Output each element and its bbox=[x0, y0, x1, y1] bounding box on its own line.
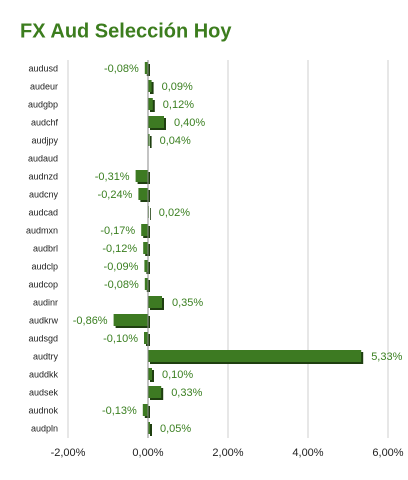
value-label: 0,12% bbox=[163, 99, 194, 111]
bar bbox=[144, 278, 148, 290]
y-tick-label: audtry bbox=[33, 351, 59, 361]
x-tick-label: 2,00% bbox=[212, 447, 243, 459]
bar-shadow bbox=[150, 82, 154, 94]
value-label: -0,13% bbox=[102, 405, 137, 417]
value-label: -0,31% bbox=[95, 171, 130, 183]
bar bbox=[148, 386, 162, 398]
bar bbox=[144, 62, 148, 74]
y-tick-label: audcad bbox=[28, 207, 58, 217]
x-tick-label: -2,00% bbox=[51, 447, 86, 459]
x-tick-label: 0,00% bbox=[132, 447, 163, 459]
bar bbox=[142, 404, 148, 416]
value-label: 0,33% bbox=[171, 387, 202, 399]
bar bbox=[138, 188, 148, 200]
bar-shadow bbox=[150, 424, 152, 436]
y-tick-label: audpln bbox=[31, 423, 58, 433]
bar bbox=[113, 314, 148, 326]
y-tick-label: audcny bbox=[29, 189, 59, 199]
value-label: 0,05% bbox=[160, 423, 191, 435]
y-tick-label: audkrw bbox=[29, 315, 59, 325]
y-tick-label: audinr bbox=[33, 297, 58, 307]
y-tick-label: audsek bbox=[29, 387, 59, 397]
bar bbox=[148, 296, 162, 308]
bar bbox=[148, 80, 152, 92]
y-tick-label: auddkk bbox=[29, 369, 59, 379]
x-tick-label: 6,00% bbox=[372, 447, 403, 459]
y-tick-label: audcop bbox=[28, 279, 58, 289]
x-tick-label: 4,00% bbox=[292, 447, 323, 459]
value-label: -0,09% bbox=[104, 261, 139, 273]
value-label: -0,08% bbox=[104, 63, 139, 75]
value-label: -0,86% bbox=[73, 315, 108, 327]
value-label: 0,09% bbox=[162, 81, 193, 93]
value-label: 0,35% bbox=[172, 297, 203, 309]
y-tick-label: audgbp bbox=[28, 99, 58, 109]
value-label: -0,24% bbox=[98, 189, 133, 201]
y-tick-label: audnok bbox=[28, 405, 58, 415]
bar-shadow bbox=[150, 208, 151, 220]
y-tick-label: audmxn bbox=[26, 225, 58, 235]
y-tick-label: audjpy bbox=[31, 135, 58, 145]
y-tick-label: audbrl bbox=[33, 243, 58, 253]
bar bbox=[148, 134, 150, 146]
value-label: 5,33% bbox=[371, 351, 402, 363]
bar-shadow bbox=[150, 136, 152, 148]
bar bbox=[144, 260, 148, 272]
y-tick-label: audsgd bbox=[28, 333, 58, 343]
y-tick-label: audusd bbox=[28, 63, 58, 73]
value-label: 0,02% bbox=[159, 207, 190, 219]
value-label: 0,40% bbox=[174, 117, 205, 129]
y-tick-label: audeur bbox=[30, 81, 58, 91]
value-label: 0,04% bbox=[160, 135, 191, 147]
y-tick-label: audnzd bbox=[28, 171, 58, 181]
y-tick-label: audchf bbox=[31, 117, 59, 127]
bar bbox=[141, 224, 148, 236]
chart-title: FX Aud Selección Hoy bbox=[20, 20, 232, 42]
value-label: -0,17% bbox=[100, 225, 135, 237]
bar bbox=[148, 368, 152, 380]
bar bbox=[148, 350, 362, 362]
bar bbox=[144, 332, 148, 344]
value-label: -0,12% bbox=[102, 243, 137, 255]
bar bbox=[135, 170, 148, 182]
bar bbox=[148, 98, 153, 110]
value-label: -0,08% bbox=[104, 279, 139, 291]
bar bbox=[148, 116, 164, 128]
value-label: -0,10% bbox=[103, 333, 138, 345]
y-tick-label: audclp bbox=[31, 261, 58, 271]
bar bbox=[143, 242, 148, 254]
value-label: 0,10% bbox=[162, 369, 193, 381]
bar bbox=[148, 422, 150, 434]
y-tick-label: audaud bbox=[28, 153, 58, 163]
